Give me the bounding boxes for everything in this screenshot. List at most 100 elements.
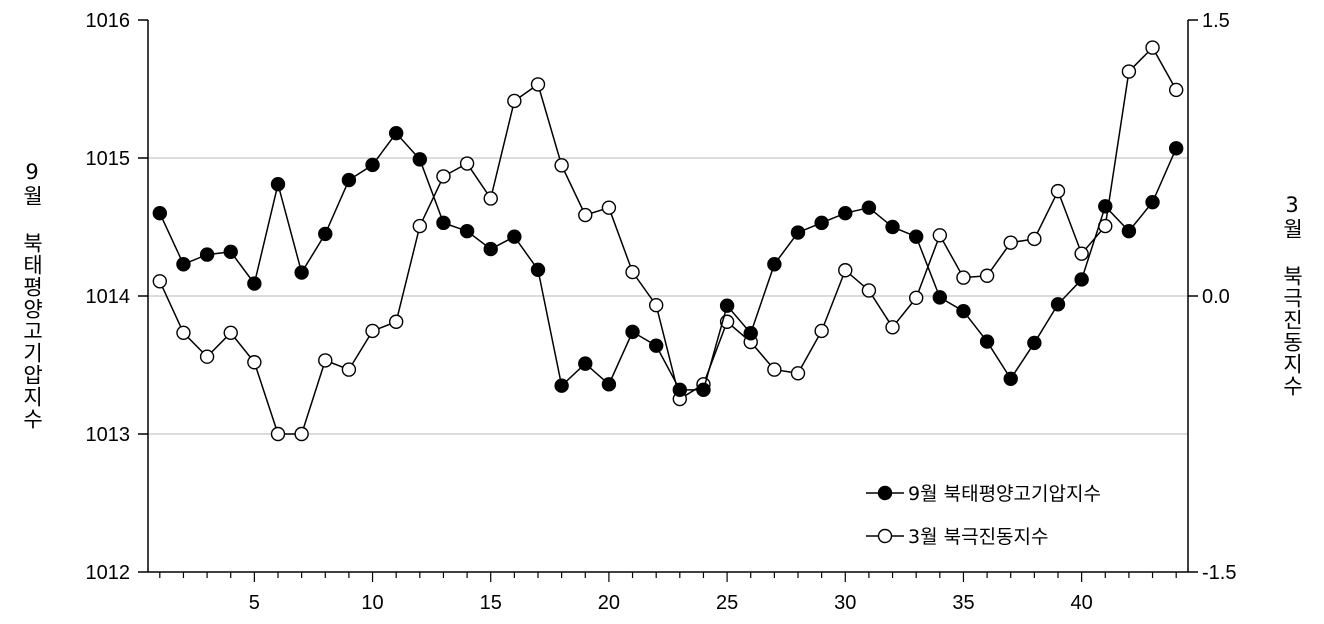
series-1-point bbox=[554, 378, 569, 393]
series-1-point bbox=[719, 298, 735, 313]
series-2-point bbox=[1003, 235, 1018, 250]
series-2-point bbox=[388, 314, 404, 329]
legend-marker bbox=[877, 528, 893, 544]
x-axis-ticks: 5 10 15 20 25 30 35 40 bbox=[159, 572, 1177, 614]
series-2-point bbox=[1168, 82, 1184, 98]
series-2-point bbox=[318, 353, 333, 368]
series-1-point bbox=[885, 219, 900, 235]
right-axis-ticks: -1.5 0.0 1.5 bbox=[1188, 10, 1236, 584]
gridlines bbox=[148, 157, 1188, 435]
series-2-point bbox=[554, 158, 569, 173]
series-1-point bbox=[1098, 199, 1113, 214]
series-2-point bbox=[601, 200, 617, 215]
series-2-point bbox=[838, 263, 853, 278]
series-1 bbox=[152, 125, 1184, 398]
series-1-point bbox=[578, 356, 593, 371]
x-tick-label: 30 bbox=[834, 592, 856, 614]
series-1-point bbox=[507, 229, 522, 244]
series-2-point bbox=[1145, 40, 1160, 55]
series-1-point bbox=[601, 377, 617, 392]
series-1-point bbox=[696, 382, 711, 398]
right-tick-label: -1.5 bbox=[1202, 562, 1236, 584]
series-2-point bbox=[1121, 64, 1137, 79]
series-1-point bbox=[1168, 141, 1184, 156]
left-tick-label: 1012 bbox=[86, 562, 131, 584]
series-2-point bbox=[199, 349, 215, 364]
series-1-point bbox=[861, 200, 877, 215]
right-tick-label: 0.0 bbox=[1202, 286, 1230, 308]
series-2 bbox=[152, 40, 1184, 442]
series-2-point bbox=[861, 283, 877, 298]
series-2-point bbox=[247, 355, 262, 370]
legend-label: 3월 북극진동지수 bbox=[908, 526, 1049, 548]
series-1-point bbox=[1145, 194, 1160, 210]
series-2-point bbox=[341, 362, 357, 377]
series-1-point bbox=[979, 334, 995, 349]
series-2-point bbox=[483, 191, 498, 206]
x-tick-label: 5 bbox=[249, 592, 260, 614]
left-tick-label: 1015 bbox=[86, 148, 131, 170]
series-2-point bbox=[507, 93, 522, 109]
series-2-point bbox=[223, 325, 238, 340]
left-tick-label: 1013 bbox=[86, 424, 131, 446]
series-2-point bbox=[294, 426, 309, 442]
series-2-point bbox=[1074, 246, 1089, 261]
series-2-point bbox=[625, 264, 640, 280]
left-tick-label: 1016 bbox=[86, 10, 131, 32]
series-1-point bbox=[388, 125, 404, 141]
left-axis-ticks: 1012 1013 1014 1015 1016 bbox=[86, 10, 148, 584]
x-tick-label: 35 bbox=[952, 592, 974, 614]
series-1-point bbox=[814, 215, 829, 231]
series-1-point bbox=[1003, 371, 1018, 386]
series-2-point bbox=[908, 290, 924, 306]
legend-marker bbox=[877, 485, 893, 501]
series-2-point bbox=[459, 156, 475, 171]
series-2-point bbox=[530, 77, 546, 92]
series-1-point bbox=[459, 223, 475, 239]
series-1-point bbox=[199, 247, 215, 262]
series-2-point bbox=[814, 323, 829, 339]
series-1-point bbox=[1121, 223, 1137, 239]
series-2-point bbox=[932, 228, 948, 243]
series-1-point bbox=[176, 257, 191, 272]
series-1-point bbox=[223, 244, 238, 260]
x-tick-label: 20 bbox=[598, 592, 620, 614]
series-1-point bbox=[625, 324, 640, 340]
series-1-point bbox=[483, 241, 498, 257]
series-1-point bbox=[247, 276, 262, 291]
series-2-point bbox=[648, 298, 664, 313]
series-2-point bbox=[436, 169, 451, 184]
series-1-point bbox=[956, 303, 971, 319]
series-1-point bbox=[908, 229, 924, 244]
series-2-point bbox=[790, 366, 806, 381]
left-axis-title: 9월 북태평양고기압지수 bbox=[20, 160, 44, 430]
series-1-point bbox=[294, 265, 309, 280]
series-1-point bbox=[648, 338, 664, 353]
series-2-point bbox=[956, 270, 971, 285]
series-layer bbox=[152, 40, 1184, 442]
legend-label: 9월 북태평양고기압지수 bbox=[908, 483, 1101, 505]
series-2-point bbox=[1027, 231, 1042, 247]
series-1-point bbox=[365, 157, 380, 173]
legend: 9월 북태평양고기압지수 3월 북극진동지수 bbox=[866, 483, 1101, 548]
series-1-point bbox=[672, 382, 688, 398]
series-1-point bbox=[341, 172, 357, 188]
series-1-point bbox=[838, 205, 853, 221]
series-1-point bbox=[767, 257, 782, 272]
series-2-point bbox=[578, 207, 593, 223]
series-1-point bbox=[436, 215, 451, 231]
x-tick-label: 40 bbox=[1071, 592, 1093, 614]
series-2-point bbox=[979, 268, 995, 283]
left-tick-label: 1014 bbox=[86, 286, 131, 308]
series-2-point bbox=[767, 362, 782, 377]
series-1-point bbox=[270, 177, 286, 192]
series-2-point bbox=[412, 218, 428, 234]
series-1-point bbox=[1050, 297, 1066, 312]
series-2-point bbox=[365, 323, 380, 339]
series-1-point bbox=[412, 152, 428, 167]
x-tick-label: 15 bbox=[480, 592, 502, 614]
series-1-point bbox=[790, 225, 806, 240]
right-tick-label: 1.5 bbox=[1202, 10, 1230, 32]
series-2-point bbox=[885, 320, 900, 335]
